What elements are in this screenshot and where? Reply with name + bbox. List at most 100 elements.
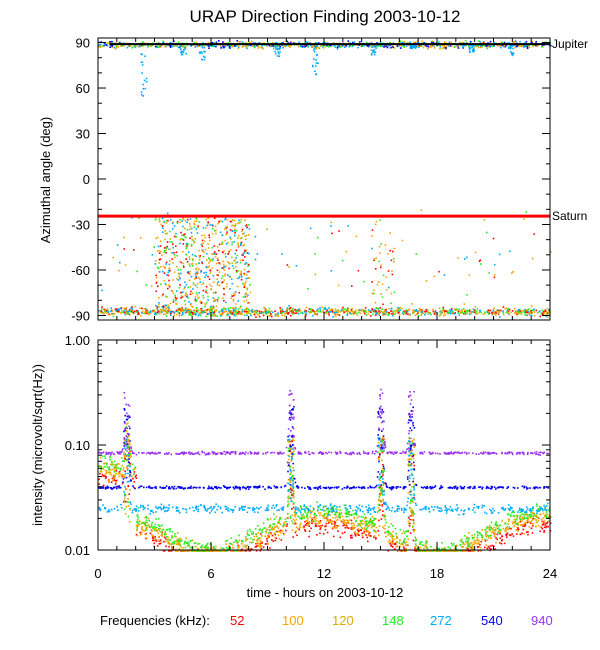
azimuth-point [416, 310, 419, 312]
azimuth-point [301, 312, 304, 315]
azimuth-point [404, 311, 407, 313]
intensity-point [275, 537, 277, 539]
intensity-point [512, 522, 514, 525]
azimuth-point [422, 46, 425, 49]
azimuth-point [182, 234, 185, 236]
intensity-point [158, 539, 160, 541]
intensity-point [478, 531, 481, 534]
intensity-point [380, 504, 383, 506]
azimuth-point [276, 55, 279, 57]
intensity-point [505, 533, 507, 536]
intensity-point [280, 532, 282, 534]
azimuth-point [430, 44, 433, 47]
azimuth-point [198, 292, 200, 294]
azimuth-point [196, 294, 198, 296]
azimuth-point [313, 49, 315, 51]
intensity-point [461, 546, 463, 548]
azimuth-point [157, 310, 159, 313]
azimuth-point [176, 265, 178, 268]
intensity-point [378, 499, 380, 502]
azimuth-point [413, 46, 416, 48]
azimuth-point [257, 47, 260, 49]
azimuth-point [349, 312, 351, 314]
azimuth-point [494, 311, 497, 313]
azimuth-point [190, 275, 193, 278]
intensity-point [508, 520, 510, 522]
azimuth-point [189, 293, 192, 295]
intensity-point [304, 530, 307, 532]
azimuth-point [533, 44, 536, 46]
intensity-point [495, 541, 497, 544]
azimuth-point [246, 226, 248, 229]
azimuth-point [490, 45, 492, 48]
intensity-point [321, 514, 324, 517]
intensity-point [373, 529, 375, 531]
azimuth-point [240, 241, 243, 244]
azimuth-point [158, 259, 161, 261]
intensity-point [387, 550, 390, 552]
intensity-point [113, 475, 116, 477]
azimuth-point [222, 260, 224, 263]
azimuth-point [231, 230, 234, 232]
intensity-point [344, 519, 346, 522]
jupiter-label: Jupiter [552, 37, 588, 51]
azimuth-point [330, 308, 333, 310]
azimuth-point [242, 254, 244, 257]
intensity-point [325, 512, 328, 515]
azimuth-point [206, 292, 209, 295]
azimuth-point [112, 256, 114, 259]
azimuth-point [195, 276, 197, 278]
intensity-point [489, 545, 492, 547]
intensity-point [115, 465, 118, 467]
intensity-point [348, 522, 350, 524]
azimuth-point [328, 314, 330, 316]
azimuth-point [117, 310, 119, 312]
azimuth-point [507, 47, 510, 49]
azimuth-point [222, 297, 224, 299]
azimuth-point [128, 45, 130, 47]
azimuth-point [473, 311, 476, 313]
azimuth-point [484, 312, 486, 315]
azimuth-point [229, 236, 231, 239]
intensity-point [364, 516, 367, 518]
azimuth-point [198, 296, 200, 299]
azimuth-point [114, 42, 117, 44]
azimuth-point [162, 270, 164, 273]
azimuth-point [155, 313, 157, 315]
azimuth-y-tick-label: -90 [71, 308, 90, 323]
azimuth-point [229, 249, 232, 251]
azimuth-point [405, 309, 407, 311]
azimuth-point [515, 311, 517, 313]
azimuth-point [352, 313, 355, 316]
azimuth-point [211, 267, 214, 269]
azimuth-point [419, 310, 422, 312]
azimuth-point [287, 42, 290, 44]
azimuth-point [155, 274, 157, 277]
azimuth-point [476, 312, 479, 315]
azimuth-point [322, 309, 324, 312]
azimuth-point [185, 292, 187, 294]
azimuth-point [274, 50, 276, 53]
intensity-point [378, 456, 380, 459]
azimuth-point [202, 249, 204, 252]
azimuth-point [225, 265, 227, 267]
intensity-point [548, 515, 551, 517]
azimuth-point [141, 61, 144, 64]
azimuth-point [411, 44, 414, 47]
azimuth-point [378, 310, 380, 312]
azimuth-point [126, 313, 128, 315]
intensity-point [391, 535, 394, 538]
intensity-point [124, 458, 127, 460]
intensity-point [383, 489, 386, 492]
azimuth-point [192, 313, 194, 315]
azimuth-point [191, 239, 193, 241]
azimuth-point [123, 248, 126, 250]
intensity-point [105, 476, 107, 478]
intensity-point [409, 464, 411, 466]
azimuth-point [320, 45, 322, 48]
azimuth-point [233, 308, 235, 311]
azimuth-point [526, 47, 529, 49]
azimuth-point [159, 44, 162, 46]
azimuth-point [98, 46, 101, 48]
